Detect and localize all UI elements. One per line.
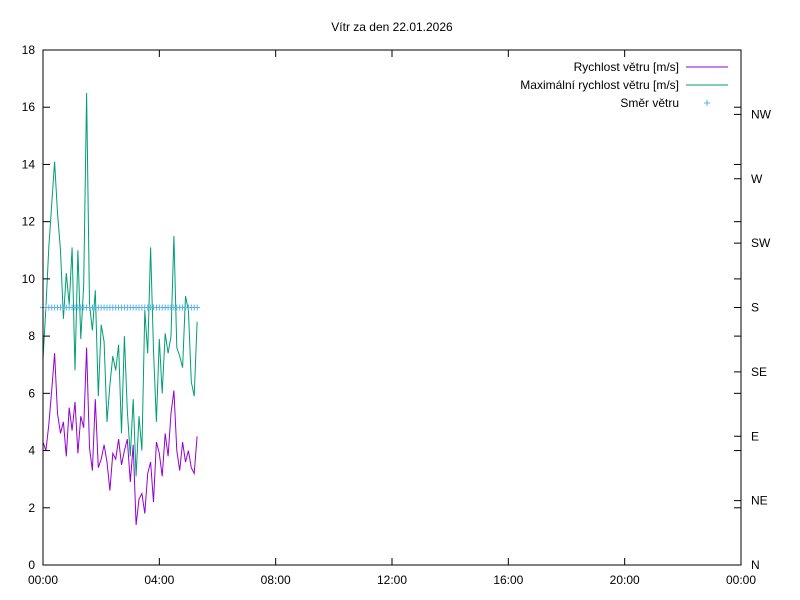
legend-label: Rychlost větru [m/s] xyxy=(574,60,679,74)
y-tick-label: 10 xyxy=(22,272,36,286)
y2-tick-label: SW xyxy=(751,236,771,250)
series-line-1 xyxy=(42,92,198,477)
legend-label: Směr větru xyxy=(620,96,679,110)
legend-label: Maximální rychlost větru [m/s] xyxy=(520,78,679,92)
x-tick-label: 16:00 xyxy=(493,573,523,587)
y-tick-label: 16 xyxy=(22,100,36,114)
y-tick-label: 18 xyxy=(22,43,36,57)
series-points-2 xyxy=(40,304,201,311)
legend-swatch xyxy=(704,100,710,106)
series-line-0 xyxy=(42,347,198,525)
y2-tick-label: SE xyxy=(751,365,767,379)
y2-tick-label: NE xyxy=(751,494,768,508)
y-tick-label: 4 xyxy=(28,444,35,458)
y2-tick-label: S xyxy=(751,301,759,315)
y2-tick-label: NW xyxy=(751,107,772,121)
legend: Rychlost větru [m/s] Maximální rychlost v… xyxy=(520,60,728,110)
axis-layer: 0 2 4 6 8 10 12 14 16 18 00:00 04:00 08:00 12:00 16:00… xyxy=(22,43,772,587)
y-tick-label: 8 xyxy=(28,329,35,343)
x-tick-label: 04:00 xyxy=(144,573,174,587)
y-tick-label: 12 xyxy=(22,215,36,229)
x-tick-label: 20:00 xyxy=(610,573,640,587)
y2-tick-label: E xyxy=(751,429,759,443)
x-tick-label: 12:00 xyxy=(377,573,407,587)
y-tick-label: 14 xyxy=(22,157,36,171)
y2-tick-label: W xyxy=(751,172,763,186)
y-tick-label: 2 xyxy=(28,501,35,515)
y-tick-label: 0 xyxy=(28,558,35,572)
x-tick-label: 00:00 xyxy=(726,573,756,587)
y-tick-label: 6 xyxy=(28,386,35,400)
chart-title: Vítr za den 22.01.2026 xyxy=(331,20,453,34)
y2-tick-label: N xyxy=(751,558,760,572)
x-tick-label: 00:00 xyxy=(28,573,58,587)
x-tick-label: 08:00 xyxy=(261,573,291,587)
series-layer xyxy=(40,92,201,525)
data-point xyxy=(194,304,201,311)
